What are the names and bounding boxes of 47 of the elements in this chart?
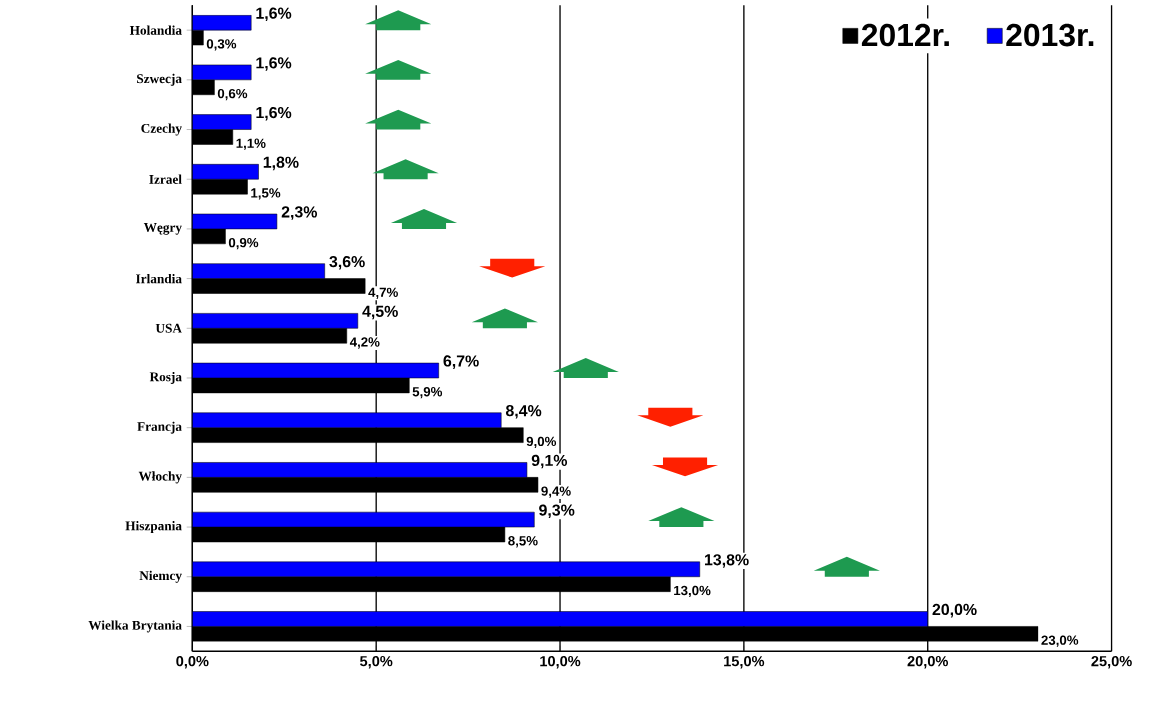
- data-label: 0,3%: [206, 39, 237, 51]
- data-label: 9,3%: [539, 504, 575, 518]
- x-tick-label: 10,0%: [540, 655, 581, 669]
- y-tick-label: Francja: [137, 421, 182, 434]
- data-label: 1,8%: [263, 156, 299, 171]
- y-tick-label: Szwecja: [137, 73, 182, 86]
- y-tick-label: Hiszpania: [125, 520, 182, 533]
- y-tick-label: Holandia: [129, 25, 182, 35]
- data-label: 1,6%: [256, 7, 292, 21]
- y-tick-label: Włochy: [138, 471, 182, 484]
- data-label: 8,5%: [508, 535, 538, 548]
- data-label: 1,6%: [256, 106, 292, 121]
- legend-label: 2013r.: [1006, 23, 1094, 47]
- x-tick-label: 0,0%: [176, 655, 209, 669]
- x-tick-label: 15,0%: [724, 655, 765, 669]
- x-tick-label: 5,0%: [360, 655, 393, 669]
- data-label: 13,0%: [674, 585, 711, 597]
- data-label: 9,0%: [526, 436, 557, 448]
- y-tick-label: Rosja: [149, 371, 182, 384]
- data-label: 4,5%: [362, 305, 398, 320]
- data-label: 0,9%: [228, 237, 259, 250]
- data-label: 6,7%: [443, 355, 479, 369]
- y-tick-label: Wielka Brytania: [88, 620, 182, 633]
- x-tick-label: 20,0%: [907, 655, 949, 669]
- x-tick-label: 25,0%: [1091, 655, 1132, 669]
- data-label: 9,4%: [541, 486, 571, 498]
- y-tick-label: Węgry: [143, 222, 182, 235]
- data-label: 9,1%: [531, 454, 568, 469]
- y-tick-label: Irlandia: [135, 273, 182, 284]
- data-label: 23,0%: [1041, 635, 1079, 647]
- data-label: 4,2%: [349, 337, 380, 349]
- data-label: 1,6%: [256, 57, 292, 71]
- data-label: 8,4%: [505, 404, 542, 419]
- data-label: 3,6%: [329, 255, 365, 270]
- data-label: 13,8%: [705, 553, 749, 568]
- y-tick-label: Niemcy: [139, 570, 182, 583]
- data-label: 1,1%: [236, 138, 266, 150]
- legend-label: 2012r.: [861, 23, 949, 47]
- y-tick-label: USA: [155, 323, 182, 333]
- data-label: 20,0%: [932, 603, 977, 618]
- y-tick-label: Czechy: [141, 123, 182, 136]
- data-label: 0,6%: [217, 88, 248, 101]
- data-label: 5,9%: [412, 386, 443, 399]
- data-label: 4,7%: [368, 287, 398, 299]
- y-tick-label: Izrael: [149, 174, 182, 184]
- data-label: 2,3%: [281, 206, 318, 220]
- data-label: 1,5%: [251, 188, 281, 200]
